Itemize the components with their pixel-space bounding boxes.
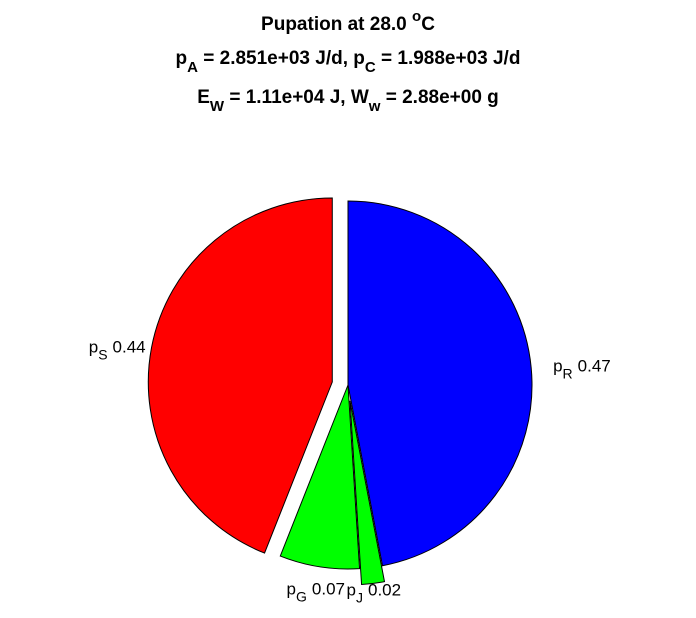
label-value: 0.02 xyxy=(368,580,401,599)
label-name: p xyxy=(347,580,356,599)
label-sub: R xyxy=(563,366,573,382)
slice-label: pG 0.07 xyxy=(287,579,345,604)
title-line: pA = 2.851e+03 J/d, pC = 1.988e+03 J/d xyxy=(176,48,521,76)
slice-label: pJ 0.02 xyxy=(347,580,402,605)
label-sub: J xyxy=(356,589,363,605)
title-text: = 1.988e+03 J/d xyxy=(376,48,521,69)
slice-label: pS 0.44 xyxy=(89,337,146,362)
slice-label: pR 0.47 xyxy=(553,357,611,382)
pie-slice xyxy=(347,200,533,567)
title-line: EW = 1.11e+04 J, Ww = 2.88e+00 g xyxy=(197,87,499,115)
label-sub: S xyxy=(98,346,107,362)
title-sub: C xyxy=(365,59,376,76)
title-sub: A xyxy=(187,59,198,76)
title-text: = 2.88e+00 g xyxy=(380,87,498,108)
label-value: 0.44 xyxy=(113,337,146,356)
title-sup: o xyxy=(412,8,421,25)
title-sub: W xyxy=(210,98,225,115)
pie-slice xyxy=(147,197,333,554)
label-name: p xyxy=(89,337,98,356)
label-sub: G xyxy=(296,588,307,604)
label-value: 0.07 xyxy=(312,579,345,598)
title-text: = 1.11e+04 J, W xyxy=(224,87,369,108)
pie-slice xyxy=(349,400,386,586)
title-text: Pupation at 28.0 xyxy=(261,14,412,35)
title-line: Pupation at 28.0 oC xyxy=(261,8,435,35)
title-sub: w xyxy=(368,98,381,115)
label-value: 0.47 xyxy=(578,357,611,376)
label-name: p xyxy=(553,357,562,376)
title-text: = 2.851e+03 J/d, p xyxy=(198,48,365,69)
pie-slice xyxy=(279,384,361,570)
title-text: p xyxy=(176,48,188,69)
label-name: p xyxy=(287,579,296,598)
title-text: C xyxy=(421,14,435,35)
title-text: E xyxy=(197,87,210,108)
